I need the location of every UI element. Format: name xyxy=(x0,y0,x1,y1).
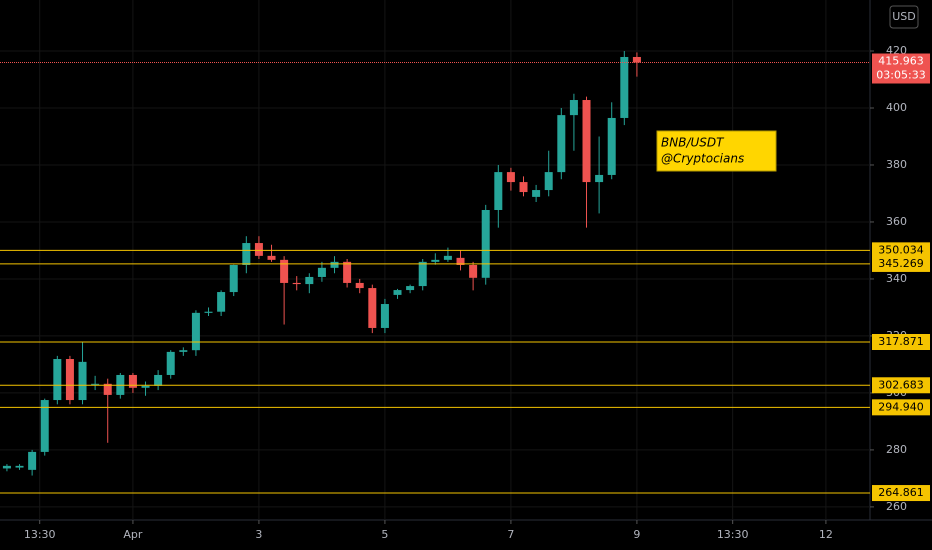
candle-body xyxy=(569,100,578,116)
candle-body xyxy=(469,264,478,278)
x-tick-label: 13:30 xyxy=(717,528,749,541)
candle-body xyxy=(519,182,528,193)
currency-button[interactable] xyxy=(889,5,919,29)
candle-body xyxy=(179,350,188,352)
candle-body xyxy=(582,100,591,183)
candle-body xyxy=(355,282,364,289)
y-tick-label: 360 xyxy=(886,215,907,228)
last-price-bg xyxy=(872,53,930,84)
candle-body xyxy=(280,259,289,283)
candle-body xyxy=(28,451,37,470)
candle-body xyxy=(393,290,402,295)
x-tick-label: 12 xyxy=(819,528,833,541)
candle-body xyxy=(40,400,49,452)
candle-body xyxy=(330,261,339,268)
candle-body xyxy=(2,465,11,469)
candle-body xyxy=(343,261,352,283)
level-label-bg xyxy=(872,377,930,394)
candle-body xyxy=(607,117,616,175)
level-label: 345.269 xyxy=(878,257,924,270)
annotation-box xyxy=(656,130,777,172)
candle-body xyxy=(217,292,226,312)
y-tick-label: 280 xyxy=(886,443,907,456)
candle-body xyxy=(204,311,213,313)
candle-body xyxy=(532,190,541,197)
candle-body xyxy=(595,174,604,183)
candle-body xyxy=(506,172,515,183)
last-price-label: 415.963 xyxy=(878,55,924,68)
candle-body xyxy=(292,282,301,285)
level-label-bg xyxy=(872,242,930,259)
candle-body xyxy=(91,383,100,385)
level-label: 294.940 xyxy=(878,400,924,413)
candle-body xyxy=(380,304,389,328)
candle-body xyxy=(128,374,137,388)
candle-body xyxy=(166,351,175,375)
y-tick-label: 400 xyxy=(886,101,907,114)
countdown: 03:05:33 xyxy=(876,69,925,82)
level-label-bg xyxy=(872,399,930,416)
candle-body xyxy=(443,255,452,260)
candle-body xyxy=(456,257,465,265)
candle-body xyxy=(368,288,377,328)
level-label: 317.871 xyxy=(878,335,924,348)
grid: 26028030032034036038040042013:30Apr35791… xyxy=(0,0,907,541)
candles xyxy=(2,51,641,476)
candle-body xyxy=(191,312,200,351)
x-tick-label: Apr xyxy=(123,528,143,541)
candle-body xyxy=(557,115,566,173)
candle-body xyxy=(431,259,440,262)
y-tick-label: 260 xyxy=(886,500,907,513)
candle-body xyxy=(65,359,74,401)
annotation-text: @Cryptocians xyxy=(661,152,744,166)
candle-body xyxy=(544,172,553,191)
currency-label: USD xyxy=(892,10,916,23)
candle-body xyxy=(78,361,87,401)
level-label: 302.683 xyxy=(878,378,924,391)
candle-body xyxy=(305,276,314,285)
x-tick-label: 5 xyxy=(381,528,388,541)
level-label: 264.861 xyxy=(878,486,924,499)
candle-body xyxy=(154,374,163,386)
candle-body xyxy=(620,56,629,118)
candle-body xyxy=(406,286,415,291)
y-tick-label: 380 xyxy=(886,158,907,171)
candle-body xyxy=(229,264,238,293)
x-tick-label: 13:30 xyxy=(24,528,56,541)
annotation-text: BNB/USDT xyxy=(661,136,725,150)
candle-body xyxy=(254,243,263,256)
x-tick-label: 3 xyxy=(255,528,262,541)
candle-body xyxy=(103,383,112,395)
x-tick-label: 7 xyxy=(507,528,514,541)
candle-body xyxy=(53,359,62,401)
candle-body xyxy=(242,243,251,265)
y-tick-label: 340 xyxy=(886,272,907,285)
candle-body xyxy=(481,209,490,278)
level-label-bg xyxy=(872,255,930,272)
candle-body xyxy=(418,261,427,287)
x-tick-label: 9 xyxy=(633,528,640,541)
candle-body xyxy=(15,465,24,468)
candle-body xyxy=(267,255,276,260)
candle-body xyxy=(632,56,641,63)
candle-body xyxy=(494,172,503,210)
level-label-bg xyxy=(872,334,930,351)
level-label-bg xyxy=(872,485,930,502)
candle-body xyxy=(141,385,150,388)
candle-body xyxy=(317,267,326,277)
level-label: 350.034 xyxy=(878,243,924,256)
